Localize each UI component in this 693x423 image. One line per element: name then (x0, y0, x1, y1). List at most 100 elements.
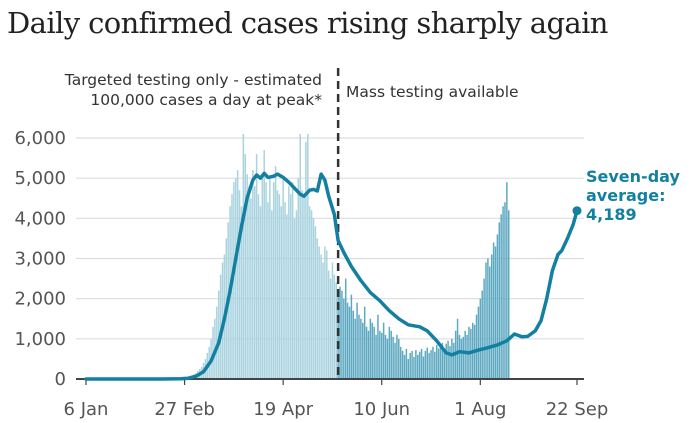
daily-bar (398, 338, 400, 379)
daily-bar (434, 351, 436, 379)
daily-bar (390, 330, 392, 379)
daily-bar (481, 290, 483, 379)
daily-bar (373, 326, 375, 379)
daily-bar (308, 206, 311, 379)
daily-bar (386, 338, 389, 379)
daily-bar (263, 150, 265, 379)
daily-bar (420, 348, 423, 379)
daily-bar (337, 294, 339, 379)
daily-bar (504, 202, 506, 379)
daily-bar (492, 242, 495, 379)
daily-bar (276, 190, 279, 379)
daily-bar (506, 182, 508, 379)
daily-bar (487, 258, 489, 379)
daily-bar (403, 354, 406, 379)
daily-bar (344, 278, 347, 379)
callout-line1: Seven-day (586, 167, 680, 186)
daily-bar (456, 318, 459, 379)
daily-bar (360, 318, 362, 379)
daily-bar (443, 348, 446, 379)
daily-bar (496, 234, 499, 379)
daily-bar (301, 190, 303, 379)
daily-bar (274, 166, 277, 379)
daily-bar (428, 352, 430, 379)
daily-bar (318, 246, 320, 379)
daily-bar (367, 330, 370, 379)
daily-bar (346, 302, 349, 379)
daily-bar (316, 238, 319, 379)
daily-bar (500, 214, 502, 379)
daily-bar (441, 342, 444, 379)
daily-bar (458, 334, 461, 379)
daily-bar (303, 194, 305, 379)
daily-bar (424, 350, 427, 379)
daily-bar (299, 133, 301, 379)
daily-bar (250, 198, 252, 379)
daily-bar (217, 290, 220, 379)
daily-bar (464, 330, 466, 379)
x-tick-label: 19 Apr (253, 399, 313, 420)
daily-bar (341, 290, 343, 379)
daily-bar (413, 356, 415, 379)
daily-bar (451, 338, 453, 379)
daily-bar (426, 347, 428, 379)
daily-bar (388, 326, 391, 379)
daily-bar (261, 174, 264, 379)
daily-bar (407, 358, 410, 379)
daily-bar (498, 222, 501, 379)
daily-bar (284, 202, 286, 379)
daily-bar (356, 302, 358, 379)
daily-bar (265, 182, 267, 379)
annotation-left-line1: Targeted testing only - estimated (64, 71, 322, 89)
y-tick-label: 4,000 (14, 208, 66, 229)
daily-bar (324, 246, 326, 379)
y-tick-label: 6,000 (14, 128, 66, 149)
daily-bar (352, 310, 355, 379)
daily-bar (417, 354, 419, 379)
seven-day-average-line (84, 171, 579, 381)
daily-bar (362, 322, 364, 379)
daily-bar (291, 182, 294, 379)
daily-bar (422, 356, 425, 379)
daily-bar (271, 210, 273, 379)
daily-bar (405, 348, 408, 379)
chart-title: Daily confirmed cases rising sharply aga… (7, 6, 608, 40)
daily-bar (439, 346, 442, 379)
latest-average-dot (572, 206, 582, 216)
daily-bar (295, 210, 298, 379)
x-tick-label: 22 Sep (546, 399, 609, 420)
daily-bar (238, 190, 241, 379)
daily-bar (269, 178, 271, 379)
y-tick-label: 1,000 (14, 329, 66, 350)
daily-bar (396, 334, 398, 379)
daily-bar (380, 332, 383, 379)
daily-bar (477, 306, 480, 379)
daily-bar (320, 254, 322, 379)
daily-bar (331, 262, 334, 379)
daily-bar (409, 352, 411, 379)
daily-bar (447, 340, 449, 379)
daily-bar (305, 142, 307, 379)
x-tick-label: 27 Feb (154, 399, 215, 420)
daily-bar (415, 350, 417, 379)
daily-bar (485, 262, 487, 379)
daily-bar (235, 178, 237, 379)
y-tick-label: 5,000 (14, 168, 66, 189)
daily-bar (219, 274, 222, 379)
daily-bar (371, 322, 374, 379)
daily-bar (259, 206, 262, 379)
daily-bar (252, 170, 254, 379)
daily-bar (453, 342, 455, 379)
x-tick-label: 6 Jan (64, 399, 109, 420)
daily-bar (508, 210, 510, 379)
y-tick-label: 0 (55, 369, 66, 390)
daily-bar (314, 226, 317, 379)
daily-bar (401, 350, 404, 379)
daily-bar (282, 178, 284, 379)
daily-bar (257, 194, 260, 379)
daily-bar (280, 206, 283, 379)
daily-bar (449, 346, 451, 379)
daily-bar (411, 350, 413, 379)
x-tick-label: 1 Aug (454, 399, 506, 420)
